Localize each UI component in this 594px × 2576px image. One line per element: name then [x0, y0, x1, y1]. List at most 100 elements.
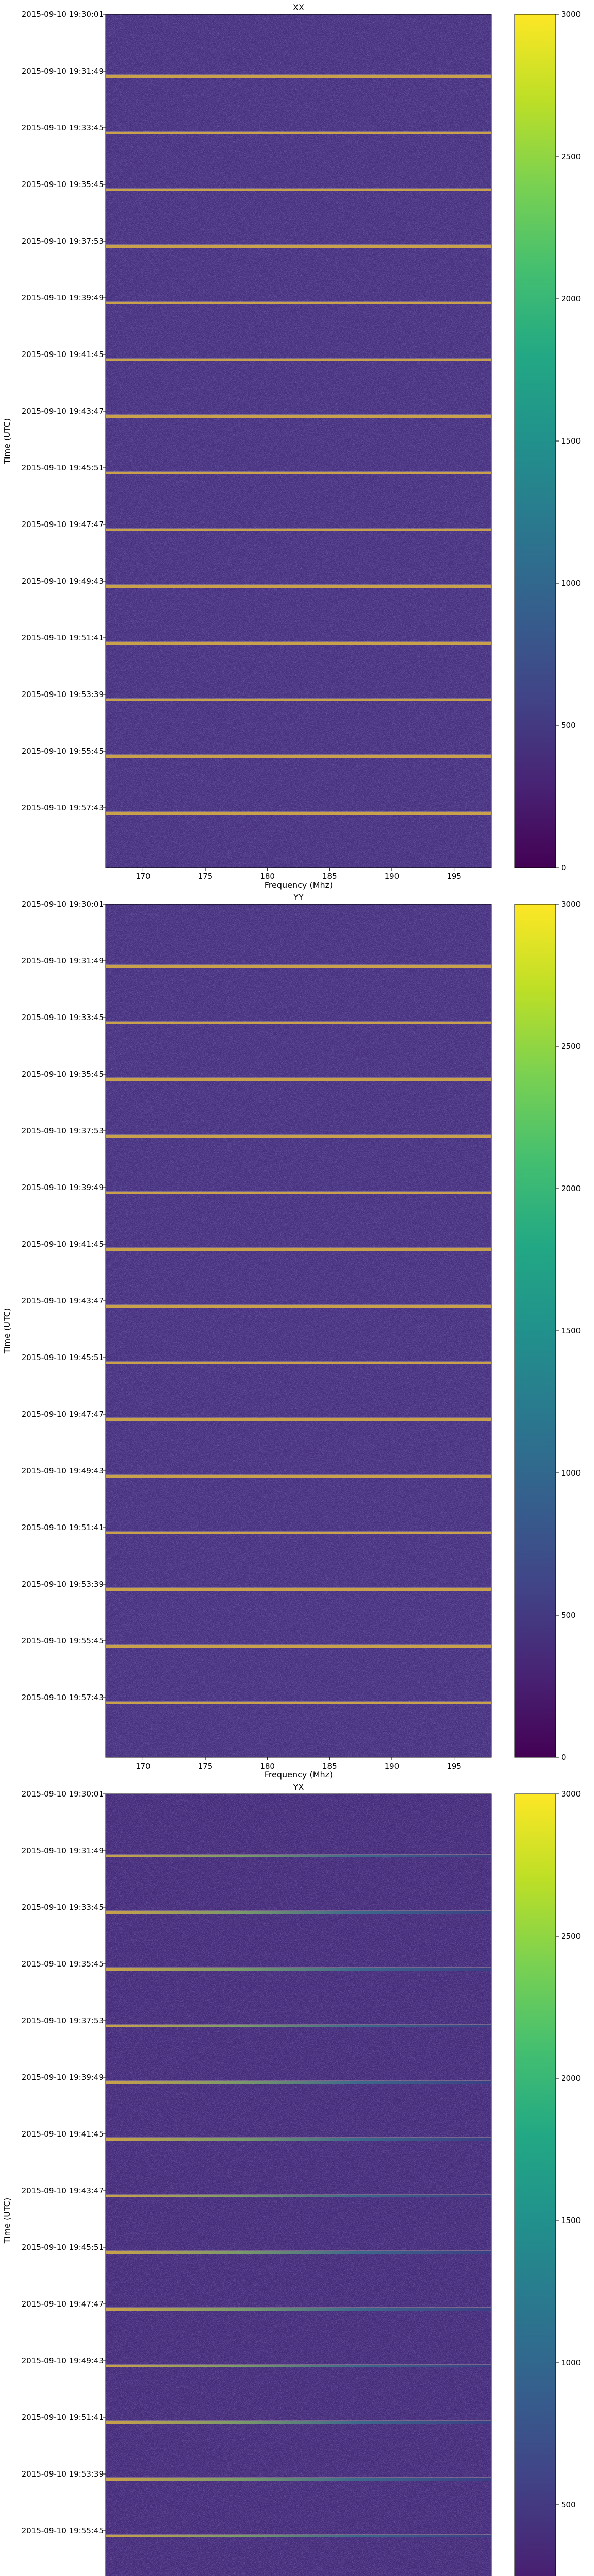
- rfi-band: [106, 189, 491, 191]
- rfi-band: [106, 2535, 491, 2537]
- rfi-band: [106, 472, 491, 474]
- y-tick-label: 2015-09-10 19:53:39: [22, 2469, 104, 2479]
- rfi-band: [106, 2421, 491, 2424]
- y-tick-label: 2015-09-10 19:45:51: [22, 2243, 104, 2252]
- rfi-band: [106, 1855, 491, 1857]
- y-tick-label: 2015-09-10 19:49:43: [22, 577, 104, 586]
- colorbar-xx: 0 500 1000 1500 2000 2500 3000: [514, 10, 581, 872]
- y-tick-label: 2015-09-10 19:57:43: [22, 1693, 104, 1702]
- rfi-band: [106, 1418, 491, 1421]
- rfi-band: [106, 1968, 491, 1971]
- rfi-band: [106, 2138, 491, 2141]
- x-tick-label: 185: [322, 872, 337, 881]
- x-tick-label: 195: [447, 1761, 461, 1771]
- y-axis-ticks: 2015-09-10 19:30:01 2015-09-10 19:31:49 20…: [22, 10, 106, 812]
- panel-yy: YY 2015-09-10 19:30:01 2015-09-10 19:31:4…: [2, 892, 581, 1780]
- colorbar-tick-label: 2000: [561, 294, 581, 303]
- colorbar-tick-label: 0: [561, 863, 566, 872]
- y-tick-label: 2015-09-10 19:37:53: [22, 2016, 104, 2025]
- y-tick-label: 2015-09-10 19:37:53: [22, 236, 104, 246]
- x-tick-label: 180: [260, 1761, 275, 1771]
- colorbar-tick-label: 1000: [561, 2358, 581, 2367]
- y-tick-label: 2015-09-10 19:31:49: [22, 956, 104, 965]
- y-tick-label: 2015-09-10 19:39:49: [22, 2073, 104, 2082]
- heatmap-frame: [105, 14, 492, 868]
- y-tick-label: 2015-09-10 19:47:47: [22, 520, 104, 529]
- rfi-band: [106, 1362, 491, 1364]
- x-tick-label: 175: [198, 1761, 213, 1771]
- rfi-band: [106, 1645, 491, 1648]
- heatmap-noise: [106, 14, 491, 868]
- y-tick-label: 2015-09-10 19:39:49: [22, 293, 104, 302]
- rfi-band: [106, 812, 491, 815]
- panel-xx: XX 2015-09-10 19:30:01 2015-09-10 19:31:4…: [2, 3, 581, 890]
- y-axis-ticks: 2015-09-10 19:30:01 2015-09-10 19:31:49 20…: [22, 1789, 106, 2535]
- colorbar-tick-label: 500: [561, 1611, 576, 1620]
- colorbar-gradient: [514, 904, 556, 1758]
- x-tick-label: 175: [198, 872, 213, 881]
- y-axis-label: Time (UTC): [2, 1308, 12, 1354]
- colorbar-tick-label: 1500: [561, 2216, 581, 2225]
- y-tick-label: 2015-09-10 19:51:41: [22, 2413, 104, 2422]
- rfi-band: [106, 1135, 491, 1138]
- heatmap-frame: [105, 904, 492, 1758]
- x-tick-label: 180: [260, 872, 275, 881]
- rfi-band: [106, 2081, 491, 2084]
- y-tick-label: 2015-09-10 19:57:43: [22, 803, 104, 812]
- rfi-band: [106, 1305, 491, 1308]
- heatmap-yy: [105, 904, 492, 1758]
- y-tick-label: 2015-09-10 19:49:43: [22, 2356, 104, 2365]
- colorbar-tick-label: 500: [561, 721, 576, 730]
- y-tick-label: 2015-09-10 19:55:45: [22, 2526, 104, 2535]
- y-tick-label: 2015-09-10 19:37:53: [22, 1126, 104, 1136]
- rfi-band: [106, 529, 491, 531]
- y-tick-label: 2015-09-10 19:30:01: [22, 10, 104, 19]
- rfi-band: [106, 132, 491, 134]
- colorbar-gradient: [514, 1793, 556, 2576]
- colorbar-tick-label: 0: [561, 1753, 566, 1762]
- x-tick-label: 185: [322, 1761, 337, 1771]
- colorbar-tick-label: 2500: [561, 152, 581, 161]
- rfi-band: [106, 1702, 491, 1704]
- colorbar-tick-label: 2000: [561, 1184, 581, 1193]
- y-axis-label: Time (UTC): [2, 418, 12, 464]
- rfi-band: [106, 642, 491, 645]
- y-tick-label: 2015-09-10 19:45:51: [22, 1353, 104, 1362]
- y-tick-label: 2015-09-10 19:35:45: [22, 1959, 104, 1969]
- y-tick-label: 2015-09-10 19:47:47: [22, 1410, 104, 1419]
- colorbar-tick-label: 3000: [561, 1789, 581, 1799]
- x-tick-label: 195: [447, 872, 461, 881]
- panel-yx: YX 2015-09-10 19:30:01 2015-09-10 19:31:4…: [2, 1782, 581, 2576]
- rfi-bands: [106, 964, 491, 1704]
- y-tick-label: 2015-09-10 19:35:45: [22, 1070, 104, 1079]
- chart-title: YY: [293, 892, 304, 902]
- rfi-band: [106, 75, 491, 78]
- y-tick-label: 2015-09-10 19:45:51: [22, 463, 104, 472]
- y-tick-label: 2015-09-10 19:43:47: [22, 406, 104, 416]
- y-tick-label: 2015-09-10 19:47:47: [22, 2299, 104, 2309]
- y-tick-label: 2015-09-10 19:33:45: [22, 123, 104, 132]
- rfi-band: [106, 2025, 491, 2027]
- heatmap-frame: [105, 1793, 492, 2576]
- y-tick-label: 2015-09-10 19:53:39: [22, 690, 104, 699]
- x-tick-label: 170: [136, 1761, 151, 1771]
- colorbar-yy: 0 500 1000 1500 2000 2500 3000: [514, 900, 581, 1762]
- y-tick-label: 2015-09-10 19:43:47: [22, 1296, 104, 1306]
- y-tick-label: 2015-09-10 19:41:45: [22, 350, 104, 359]
- y-tick-label: 2015-09-10 19:31:49: [22, 66, 104, 76]
- y-tick-label: 2015-09-10 19:51:41: [22, 1523, 104, 1532]
- chart-title: XX: [293, 3, 304, 12]
- y-tick-label: 2015-09-10 19:43:47: [22, 2186, 104, 2195]
- y-tick-label: 2015-09-10 19:41:45: [22, 1240, 104, 1249]
- x-axis-label: Frequency (Mhz): [265, 1770, 333, 1780]
- y-tick-label: 2015-09-10 19:55:45: [22, 1636, 104, 1646]
- heatmap-noise: [106, 1794, 491, 2576]
- rfi-band: [106, 302, 491, 304]
- rfi-band: [106, 585, 491, 588]
- rfi-band: [106, 1532, 491, 1534]
- y-tick-label: 2015-09-10 19:55:45: [22, 747, 104, 756]
- heatmap-noise: [106, 904, 491, 1757]
